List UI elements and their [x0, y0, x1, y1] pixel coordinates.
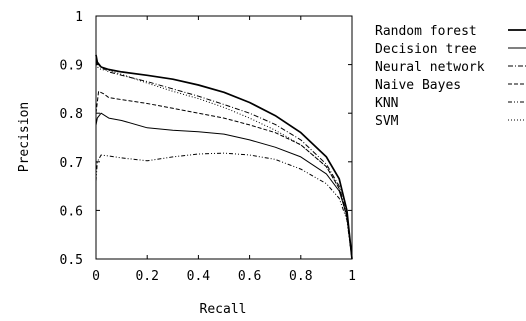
legend-label: Random forest [375, 24, 477, 39]
y-tick-label: 0.8 [60, 107, 83, 122]
series-line-knn [95, 152, 353, 260]
series-line-random-forest [95, 54, 353, 260]
plot-area [95, 15, 353, 260]
axes: 0 0.2 0.4 0.6 0.8 1 0.5 0.6 0.7 0.8 0.9 1 [60, 10, 356, 284]
legend-label: SVM [375, 114, 399, 129]
series-line-neural-network [95, 59, 353, 260]
legend-label: Naive Bayes [375, 78, 461, 93]
x-tick-label: 0.6 [238, 269, 261, 284]
y-tick-label: 0.9 [60, 59, 83, 74]
y-tick-label: 0.5 [60, 253, 83, 268]
plot-frame [95, 15, 353, 260]
y-tick-label: 0.7 [60, 156, 83, 171]
series-layer [95, 54, 353, 260]
legend-label: Decision tree [375, 42, 477, 57]
x-tick-label: 0 [92, 269, 100, 284]
y-tick-label: 0.6 [60, 204, 83, 219]
y-axis-title: Precision [17, 102, 32, 172]
series-line-svm [95, 64, 353, 260]
legend-label: Neural network [375, 60, 485, 75]
series-line-decision-tree [95, 112, 353, 260]
x-tick-label: 0.2 [135, 269, 158, 284]
legend-label: KNN [375, 96, 398, 111]
series-line-naive-bayes [95, 90, 353, 260]
x-axis-title: Recall [200, 302, 247, 317]
x-tick-label: 0.4 [187, 269, 211, 284]
legend: Random forest Decision tree Neural network… [375, 24, 526, 129]
y-tick-label: 1 [75, 10, 83, 25]
x-tick-label: 1 [348, 269, 356, 284]
x-tick-label: 0.8 [289, 269, 312, 284]
